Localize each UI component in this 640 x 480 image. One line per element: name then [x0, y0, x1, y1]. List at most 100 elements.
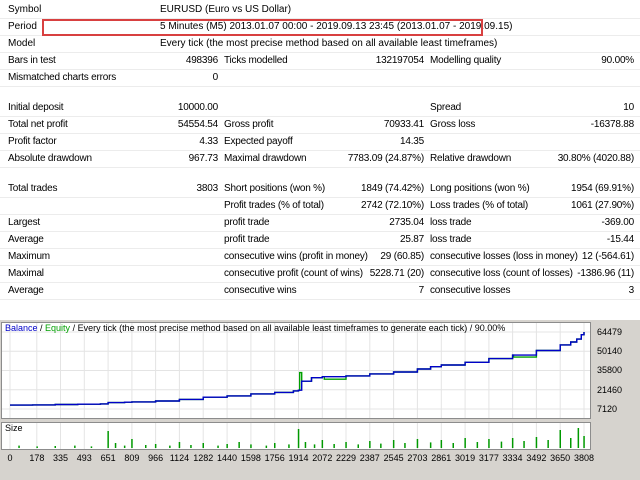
size-bar — [429, 442, 432, 448]
report-region: Maximal — [0, 266, 218, 282]
size-bar — [523, 441, 525, 448]
report-row-label: Period — [8, 21, 37, 32]
x-axis-tick: 1756 — [264, 453, 285, 463]
report-row: Initial deposit 10000.00 Spread 10 — [0, 100, 640, 117]
report-cell-label: Modelling quality — [430, 55, 502, 66]
report-region: Maximal drawdown 7783.09 (24.87%) — [224, 151, 424, 167]
x-axis-tick: 3019 — [455, 453, 476, 463]
size-bar — [217, 445, 219, 448]
x-axis-tick: 1914 — [288, 453, 309, 463]
report-region: Ticks modelled 132197054 — [224, 53, 424, 69]
report-cell-label: Profit factor — [8, 136, 57, 147]
report-cell-value: 90.00% — [601, 55, 634, 66]
balance-chart-panel: Balance / Equity / Every tick (the most … — [1, 322, 591, 419]
report-cell-value: 29 (60.85) — [380, 251, 424, 262]
report-cell-label: Gross loss — [430, 119, 476, 130]
size-bar — [123, 445, 126, 448]
report-cell-label: profit trade — [224, 234, 270, 245]
report-cell-label: Maximal drawdown — [224, 153, 307, 164]
size-label: Size — [5, 423, 23, 433]
size-bar — [190, 445, 192, 448]
report-cell-value: -15.44 — [606, 234, 634, 245]
x-axis-tick: 2861 — [431, 453, 452, 463]
report-region: consecutive losses 3 — [430, 283, 634, 299]
report-row: Absolute drawdown 967.73 Maximal drawdown 7… — [0, 151, 640, 168]
x-axis-tick: 3808 — [573, 453, 595, 463]
report-row: Largest profit trade 2735.04 loss trade -369… — [0, 215, 640, 232]
legend-separator: / — [37, 323, 46, 333]
report-row: Symbol EURUSD (Euro vs US Dollar) — [0, 2, 640, 19]
report-row: Average consecutive wins 7 consecutive loss… — [0, 283, 640, 300]
report-cell-value: 10 — [623, 102, 634, 113]
report-row: Total net profit 54554.54 Gross profit 7093… — [0, 117, 640, 134]
size-bar — [169, 445, 171, 448]
size-bar — [380, 443, 382, 448]
report-region: loss trade -15.44 — [430, 232, 634, 248]
size-bar — [178, 442, 181, 448]
report-region: Modelling quality 90.00% — [430, 53, 634, 69]
report-cell-value: 1061 (27.90%) — [570, 200, 634, 211]
x-axis-tick: 335 — [52, 453, 68, 463]
x-axis-tick: 1124 — [169, 453, 190, 463]
report-region: Bars in test 498396 — [0, 53, 218, 69]
report-cell-value: -1386.96 (11) — [577, 268, 634, 279]
chart-section: Balance / Equity / Every tick (the most … — [0, 320, 640, 480]
report-region: consecutive profit (count of wins) 5228.7… — [224, 266, 424, 282]
report-region: Relative drawdown 30.80% (4020.88) — [430, 151, 634, 167]
size-bar — [114, 443, 117, 448]
report-cell-value: 25.87 — [399, 234, 424, 245]
x-axis-tick: 493 — [76, 453, 92, 463]
size-bar — [559, 430, 561, 448]
report-cell-value: 2735.04 — [389, 217, 424, 228]
report-cell-label: Loss trades (% of total) — [430, 200, 529, 211]
report-cell-label: consecutive wins (profit in money) — [224, 251, 368, 262]
report-region: consecutive wins 7 — [224, 283, 424, 299]
x-axis-tick: 1440 — [217, 453, 238, 463]
report-region: Spread 10 — [430, 100, 634, 116]
legend-separator: / — [70, 323, 78, 333]
size-bar — [321, 440, 324, 448]
report-region: Average — [0, 283, 218, 299]
report-cell-label: Largest — [8, 217, 40, 228]
report-row-value: EURUSD (Euro vs US Dollar) — [160, 4, 292, 15]
report-cell-label: Maximum — [8, 251, 50, 262]
size-bar — [369, 441, 371, 448]
balance-equity-plot — [2, 323, 590, 418]
report-cell-label: consecutive losses — [430, 285, 511, 296]
x-axis-tick: 3492 — [526, 453, 547, 463]
report-region: Total net profit 54554.54 — [0, 117, 218, 133]
report-cell-label: Expected payoff — [224, 136, 293, 147]
report-region: loss trade -369.00 — [430, 215, 634, 231]
report-region: consecutive losses (loss in money) 12 (-5… — [430, 249, 634, 265]
size-bar — [304, 442, 307, 448]
chart-legend: Balance / Equity / Every tick (the most … — [5, 323, 505, 333]
report-region: Maximum — [0, 249, 218, 265]
report-cell-label: Ticks modelled — [224, 55, 288, 66]
y-axis-tick: 7120 — [597, 404, 618, 414]
report-region: profit trade 25.87 — [224, 232, 424, 248]
size-bar — [570, 438, 572, 448]
report-region: Profit trades (% of total) 2742 (72.10%) — [224, 198, 424, 214]
size-bar — [145, 445, 147, 448]
report-cell-value: 2742 (72.10%) — [360, 200, 424, 211]
report-row: Model Every tick (the most precise method… — [0, 36, 640, 53]
report-region: consecutive wins (profit in money) 29 (60… — [224, 249, 424, 265]
size-bar — [577, 428, 580, 448]
report-region: Gross profit 70933.41 — [224, 117, 424, 133]
report-row-value: Every tick (the most precise method base… — [160, 38, 498, 49]
size-bar — [535, 437, 538, 448]
report-region: Long positions (won %) 1954 (69.91%) — [430, 181, 634, 197]
y-axis-tick: 35800 — [597, 365, 623, 376]
report-region: Gross loss -16378.88 — [430, 117, 634, 133]
report-cell-label: Mismatched charts errors — [8, 72, 117, 83]
size-bar — [313, 444, 316, 448]
size-bar — [404, 443, 406, 448]
size-bar — [154, 444, 157, 448]
size-bar — [452, 443, 454, 448]
size-bar — [54, 446, 56, 448]
y-axis-labels: 64479 50140 35800 21460 7120 — [595, 322, 640, 419]
report-row: Period 5 Minutes (M5) 2013.01.07 00:00 - … — [0, 19, 640, 36]
report-cell-label: Bars in test — [8, 55, 56, 66]
report-row: Mismatched charts errors 0 — [0, 70, 640, 87]
report-cell-label: consecutive wins — [224, 285, 297, 296]
